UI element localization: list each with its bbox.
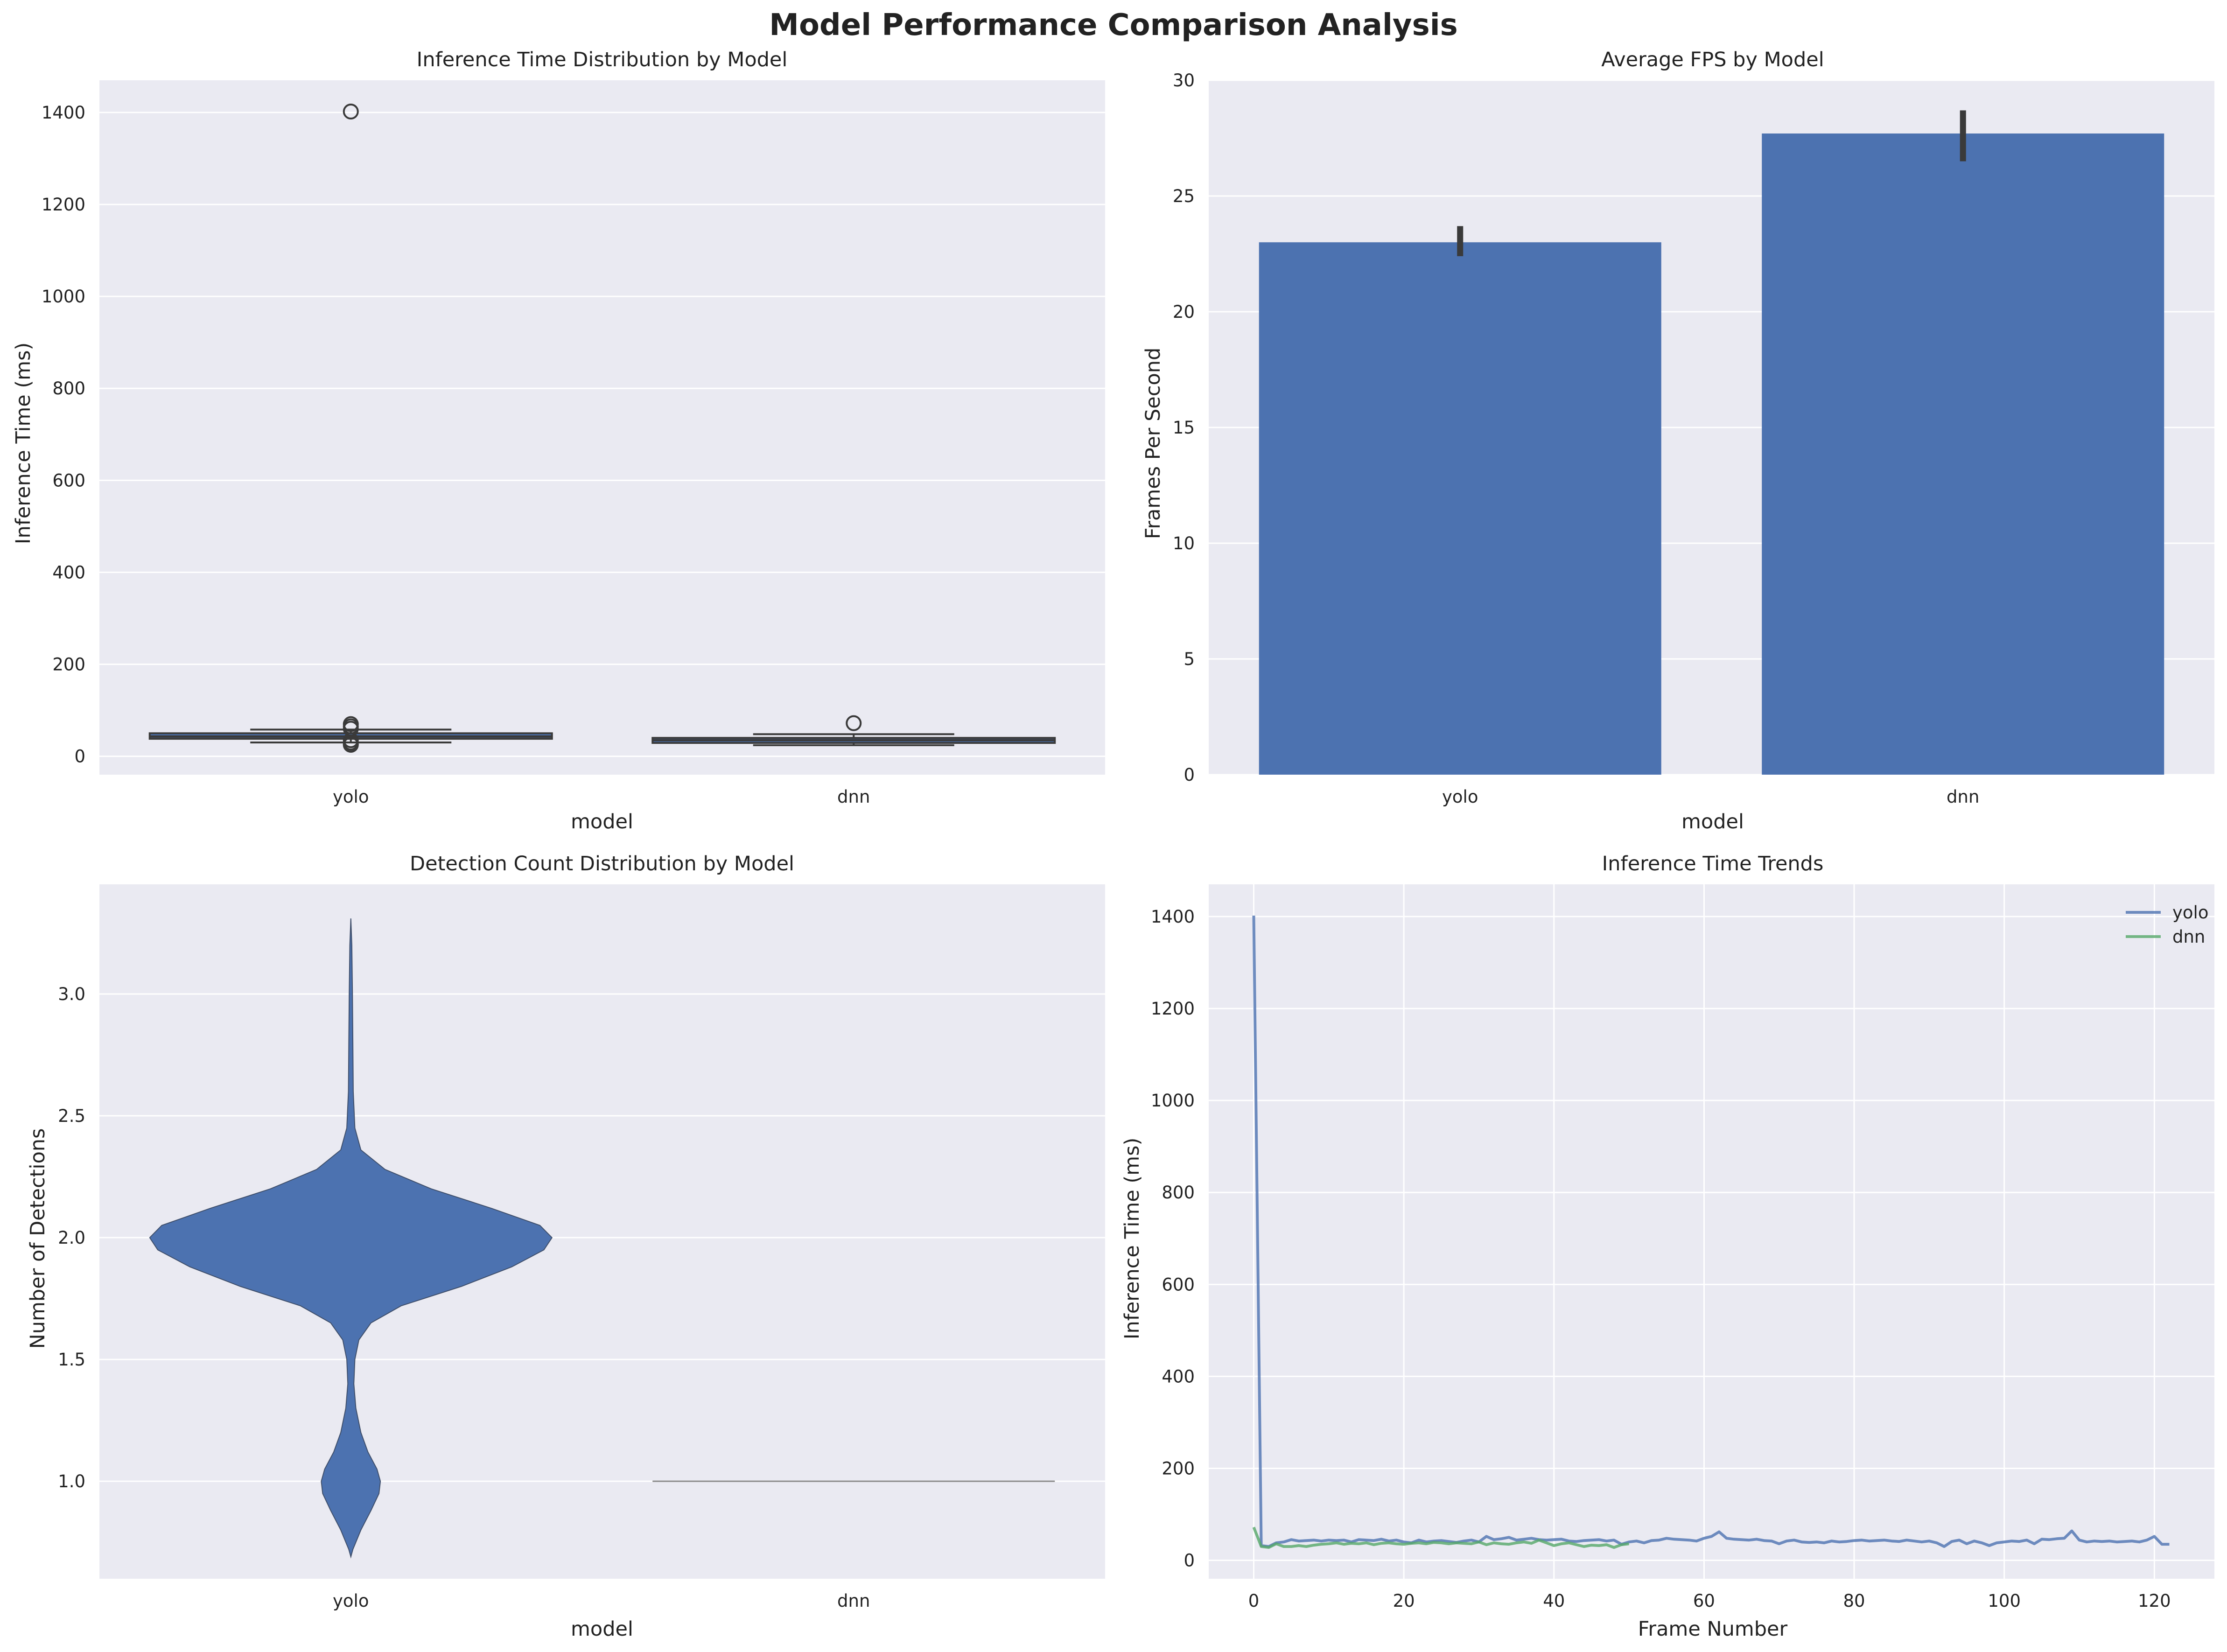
x-tick-label: 60 — [1693, 1591, 1715, 1611]
y-tick-label: 400 — [1162, 1366, 1195, 1386]
y-tick-label: 1400 — [42, 103, 85, 123]
y-tick-label: 600 — [1162, 1274, 1195, 1295]
y-axis-label: Inference Time (ms) — [12, 343, 35, 544]
plot-area — [99, 80, 1105, 775]
grid — [99, 112, 1105, 757]
legend-label-dnn: dnn — [2172, 927, 2205, 947]
inference-trend-line-panel: Inference Time Trends Frame Number Infer… — [1121, 852, 2214, 1641]
y-tick-label: 15 — [1173, 418, 1195, 438]
panel-title: Inference Time Trends — [1602, 852, 1824, 875]
y-tick-label: 1200 — [1151, 999, 1195, 1019]
box-dnn — [651, 715, 1056, 746]
x-tick-label: 120 — [2138, 1591, 2171, 1611]
panel-title: Inference Time Distribution by Model — [417, 48, 788, 71]
x-tick-label: dnn — [837, 787, 870, 807]
inference-time-boxplot-panel: Inference Time Distribution by Model mod… — [12, 48, 1105, 833]
y-tick-label: 1.5 — [58, 1350, 85, 1370]
fps-bar-panel: Average FPS by Model model Frames Per Se… — [1142, 48, 2214, 833]
y-axis-label: Inference Time (ms) — [1121, 1138, 1144, 1339]
outlier-point — [343, 104, 359, 120]
x-tick-label: 100 — [1988, 1591, 2021, 1611]
y-tick-label: 2.5 — [58, 1106, 85, 1126]
outlier-point — [343, 736, 359, 753]
y-tick-label: 20 — [1173, 302, 1195, 322]
y-tick-label: 1400 — [1151, 907, 1195, 927]
box-yolo — [148, 104, 553, 753]
series-line-dnn — [1252, 1526, 1629, 1549]
y-tick-label: 200 — [52, 654, 85, 674]
y-tick-label: 30 — [1173, 70, 1195, 91]
x-tick-label: yolo — [333, 787, 369, 807]
violin-yolo — [149, 918, 553, 1559]
outlier-point — [846, 715, 862, 731]
y-tick-label: 0 — [74, 747, 85, 767]
y-tick-label: 1000 — [1151, 1091, 1195, 1111]
y-axis-label: Number of Detections — [26, 1128, 49, 1349]
y-tick-label: 1.0 — [58, 1471, 85, 1491]
plot-area — [1209, 884, 2214, 1579]
series-line-yolo — [1252, 915, 2170, 1548]
x-tick-label: yolo — [333, 1591, 369, 1611]
x-tick-label: dnn — [837, 1591, 870, 1611]
figure-title: Model Performance Comparison Analysis — [769, 8, 1458, 42]
x-tick-label: dnn — [1947, 787, 1979, 807]
detection-count-violin-panel: Detection Count Distribution by Model mo… — [26, 852, 1105, 1641]
y-tick-label: 10 — [1173, 533, 1195, 553]
x-tick-label: 80 — [1843, 1591, 1865, 1611]
y-axis-label: Frames Per Second — [1142, 348, 1165, 539]
x-axis-label: model — [1681, 810, 1744, 833]
legend-label-yolo: yolo — [2172, 903, 2208, 923]
y-tick-label: 400 — [52, 562, 85, 582]
y-tick-label: 1000 — [42, 287, 85, 307]
y-tick-label: 25 — [1173, 186, 1195, 206]
panel-title: Detection Count Distribution by Model — [410, 852, 794, 875]
x-axis-label: model — [571, 810, 633, 833]
y-tick-label: 200 — [1162, 1458, 1195, 1478]
y-tick-label: 3.0 — [58, 984, 85, 1004]
y-tick-label: 1200 — [42, 195, 85, 215]
bar-yolo — [1259, 242, 1661, 775]
x-tick-label: 20 — [1393, 1591, 1415, 1611]
y-tick-label: 5 — [1184, 649, 1195, 669]
y-tick-label: 600 — [52, 470, 85, 490]
x-tick-label: yolo — [1442, 787, 1478, 807]
x-axis-label: model — [571, 1617, 633, 1641]
grid — [1209, 884, 2214, 1579]
x-tick-label: 40 — [1543, 1591, 1565, 1611]
bar-dnn — [1762, 133, 2164, 775]
y-tick-label: 0 — [1184, 1551, 1195, 1571]
y-tick-label: 2.0 — [58, 1228, 85, 1248]
panel-title: Average FPS by Model — [1601, 48, 1824, 71]
x-tick-label: 0 — [1248, 1591, 1260, 1611]
y-tick-label: 800 — [52, 378, 85, 399]
y-tick-label: 800 — [1162, 1183, 1195, 1203]
y-tick-label: 0 — [1184, 765, 1195, 785]
x-axis-label: Frame Number — [1638, 1617, 1788, 1641]
legend: yolo dnn — [2126, 903, 2208, 947]
